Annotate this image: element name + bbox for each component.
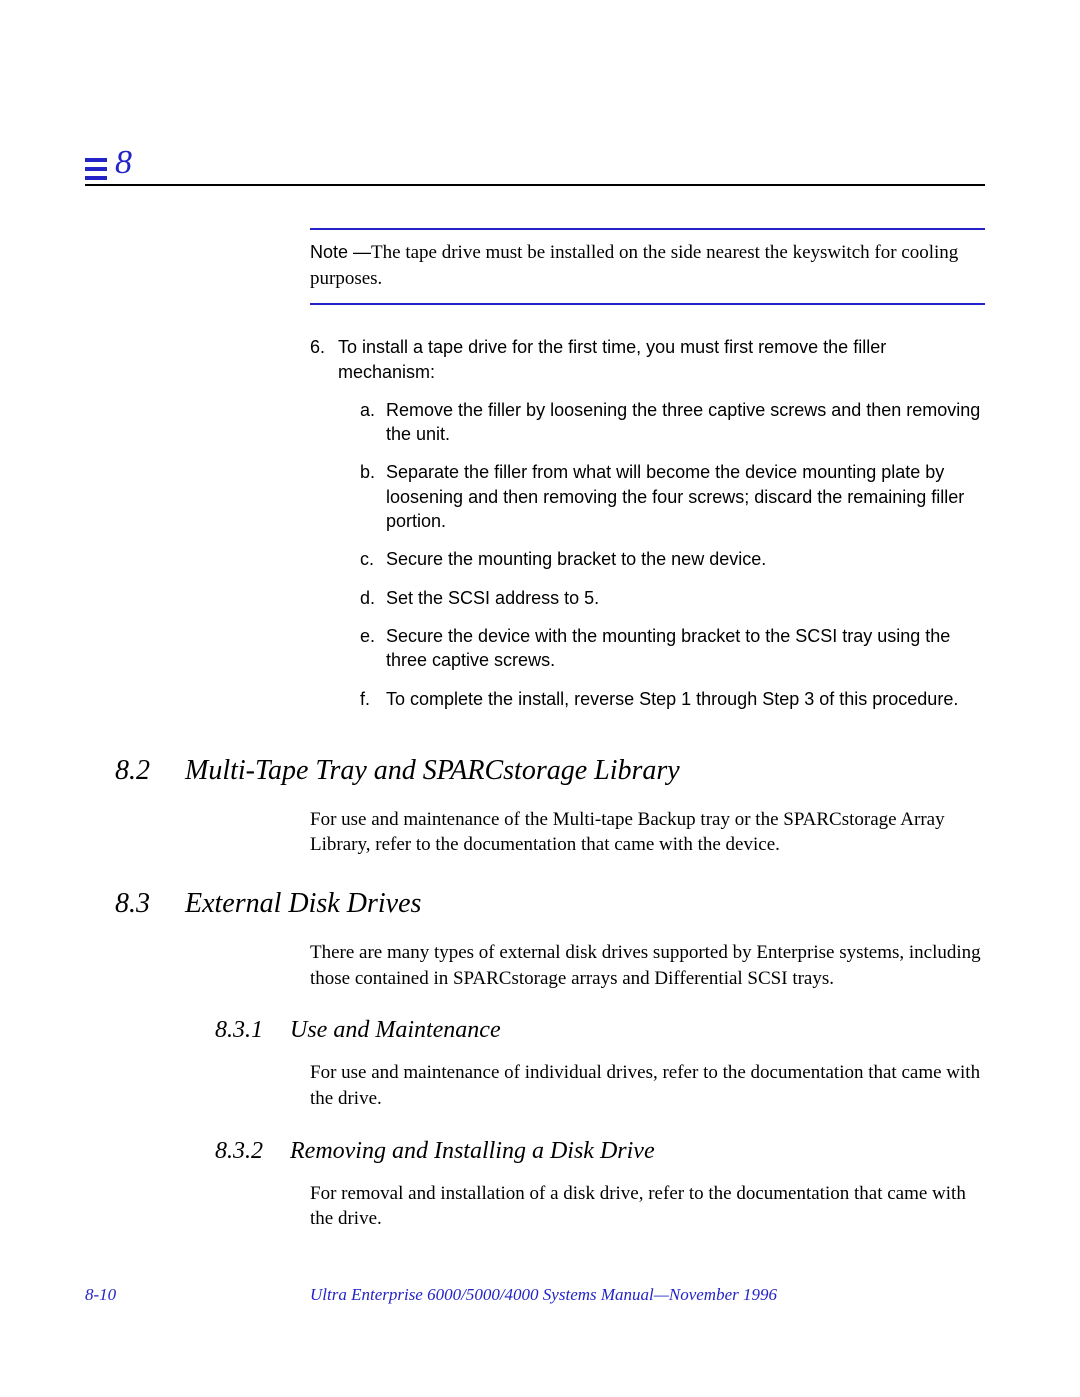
substep-e: e. Secure the device with the mounting b… — [360, 624, 985, 673]
substep-b: b. Separate the filler from what will be… — [360, 460, 985, 533]
substep-letter: e. — [360, 624, 386, 673]
section-number: 8.2 — [115, 755, 185, 787]
subsection-title: Use and Maintenance — [290, 1017, 985, 1044]
substep-text: Separate the filler from what will becom… — [386, 460, 985, 533]
subsection-body: For use and maintenance of individual dr… — [310, 1060, 985, 1111]
subsection-number: 8.3.1 — [215, 1017, 290, 1044]
section-title: External Disk Drives — [185, 888, 985, 920]
section-number: 8.3 — [115, 888, 185, 920]
substep-text: Secure the mounting bracket to the new d… — [386, 547, 985, 571]
substep-f: f. To complete the install, reverse Step… — [360, 687, 985, 711]
substep-text: Remove the filler by loosening the three… — [386, 398, 985, 447]
section-body: There are many types of external disk dr… — [310, 940, 985, 991]
page: 8 Note —The tape drive must be installed… — [0, 0, 1080, 1397]
section-body: For use and maintenance of the Multi-tap… — [310, 807, 985, 858]
substep-text: To complete the install, reverse Step 1 … — [386, 687, 985, 711]
substep-text: Secure the device with the mounting brac… — [386, 624, 985, 673]
subsection-heading-8-3-2: 8.3.2 Removing and Installing a Disk Dri… — [85, 1138, 985, 1165]
document-title: Ultra Enterprise 6000/5000/4000 Systems … — [310, 1285, 985, 1305]
section-title: Multi-Tape Tray and SPARCstorage Library — [185, 755, 985, 787]
step-number: 6. — [310, 335, 338, 725]
hamburger-icon — [85, 158, 107, 180]
chapter-number: 8 — [115, 146, 132, 180]
substep-list: a. Remove the filler by loosening the th… — [338, 398, 985, 711]
page-footer: 8-10 Ultra Enterprise 6000/5000/4000 Sys… — [85, 1285, 985, 1305]
substep-a: a. Remove the filler by loosening the th… — [360, 398, 985, 447]
substep-d: d. Set the SCSI address to 5. — [360, 586, 985, 610]
subsection-heading-8-3-1: 8.3.1 Use and Maintenance — [85, 1017, 985, 1044]
section-heading-8-3: 8.3 External Disk Drives — [85, 888, 985, 920]
step-6: 6. To install a tape drive for the first… — [310, 335, 985, 725]
substep-letter: b. — [360, 460, 386, 533]
step-text: To install a tape drive for the first ti… — [338, 337, 886, 381]
note-text: The tape drive must be installed on the … — [310, 242, 958, 289]
note-label: Note — — [310, 242, 371, 262]
section-heading-8-2: 8.2 Multi-Tape Tray and SPARCstorage Lib… — [85, 755, 985, 787]
substep-letter: f. — [360, 687, 386, 711]
subsection-body: For removal and installation of a disk d… — [310, 1181, 985, 1232]
chapter-header: 8 — [85, 150, 985, 186]
substep-letter: c. — [360, 547, 386, 571]
substep-letter: a. — [360, 398, 386, 447]
step-list: 6. To install a tape drive for the first… — [310, 335, 985, 725]
subsection-number: 8.3.2 — [215, 1138, 290, 1165]
subsection-title: Removing and Installing a Disk Drive — [290, 1138, 985, 1165]
page-number: 8-10 — [85, 1285, 310, 1305]
substep-c: c. Secure the mounting bracket to the ne… — [360, 547, 985, 571]
substep-text: Set the SCSI address to 5. — [386, 586, 985, 610]
note-box: Note —The tape drive must be installed o… — [310, 228, 985, 305]
chapter-icon: 8 — [85, 146, 132, 180]
substep-letter: d. — [360, 586, 386, 610]
